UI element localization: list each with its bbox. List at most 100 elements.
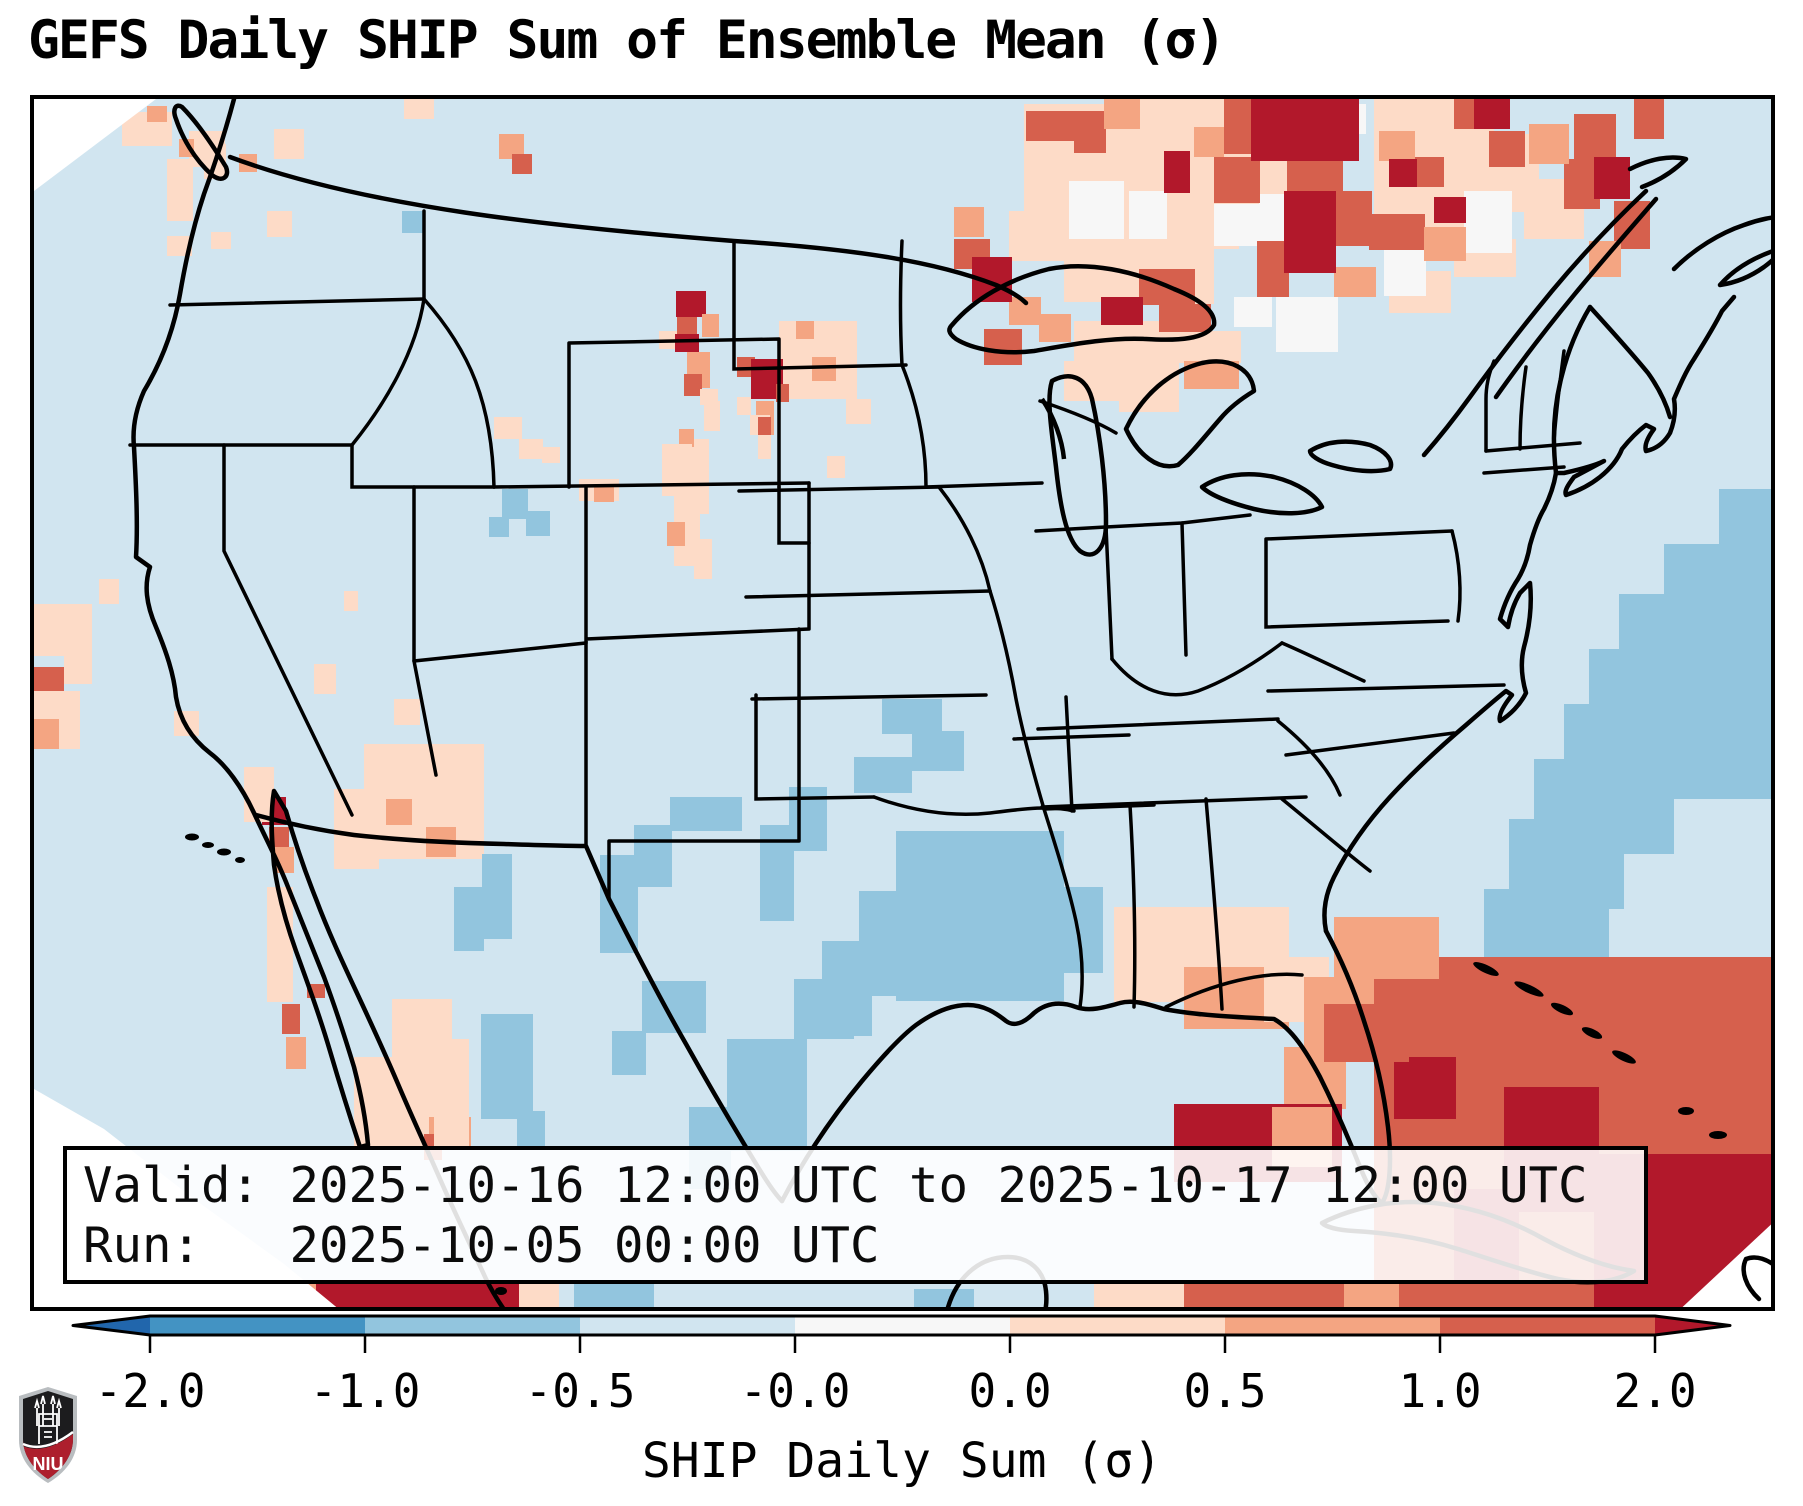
heatmap-cell xyxy=(1214,157,1260,203)
colorbar-under-arrow xyxy=(73,1316,150,1335)
heatmap-cell xyxy=(1194,127,1224,157)
heatmap-cell xyxy=(519,1280,559,1307)
heatmap-cell xyxy=(679,429,694,447)
heatmap-cell xyxy=(1159,304,1211,332)
heatmap-cell xyxy=(64,644,92,684)
heatmap-cell xyxy=(482,854,512,939)
heatmap-cell xyxy=(542,447,560,463)
tick-label: 0.0 xyxy=(968,1364,1051,1418)
heatmap-cell xyxy=(1276,297,1338,352)
heatmap-cell xyxy=(519,439,543,459)
heatmap-cell xyxy=(675,334,699,352)
heatmap-cell xyxy=(489,517,509,537)
valid-time-text: Valid: 2025-10-16 12:00 UTC to 2025-10-1… xyxy=(83,1157,1588,1214)
heatmap-cell xyxy=(286,1037,306,1069)
heatmap-cell xyxy=(1064,244,1126,302)
heatmap-cell xyxy=(99,579,119,604)
heatmap-cell xyxy=(502,489,528,519)
heatmap-cell xyxy=(1424,227,1466,261)
heatmap-cell xyxy=(1257,241,1289,297)
heatmap-cell xyxy=(1464,191,1512,253)
heatmap-cell xyxy=(812,357,836,381)
heatmap-cell xyxy=(854,757,912,793)
heatmap-cell xyxy=(1489,131,1525,167)
heatmap-cell xyxy=(404,99,434,119)
heatmap-cell xyxy=(1069,181,1124,239)
heatmap-cell xyxy=(526,511,550,536)
heatmap-cell xyxy=(1574,114,1616,160)
heatmap-cell xyxy=(702,314,719,337)
heatmap-cell xyxy=(1434,197,1466,223)
plot-title: GEFS Daily SHIP Sum of Ensemble Mean (σ) xyxy=(28,10,1226,71)
heatmap-cell xyxy=(1214,204,1262,246)
heatmap-cell xyxy=(1394,1057,1456,1119)
heatmap-cell xyxy=(454,887,484,951)
great-lakes xyxy=(947,263,1394,557)
info-box: Valid: 2025-10-16 12:00 UTC to 2025-10-1… xyxy=(63,1146,1648,1284)
heatmap-cell xyxy=(394,699,420,725)
tick-label: -0.0 xyxy=(740,1364,851,1418)
logo-text: NIU xyxy=(33,1454,64,1474)
heatmap-cell xyxy=(282,1004,300,1034)
heatmap-cell xyxy=(1344,1280,1399,1307)
tick-label: -0.5 xyxy=(525,1364,636,1418)
colorbar-segments xyxy=(73,1316,1730,1335)
heatmap-cell xyxy=(594,484,614,502)
heatmap-cell xyxy=(954,207,984,237)
heatmap-cell xyxy=(1414,157,1444,187)
heatmap-cell xyxy=(211,232,231,249)
projection-wedges xyxy=(34,99,1771,1307)
heatmap-cell xyxy=(1529,124,1569,164)
tick-label: 1.0 xyxy=(1398,1364,1481,1418)
heatmap-cell xyxy=(1184,1280,1344,1307)
heatmap-cell xyxy=(334,789,379,869)
heatmap-cell xyxy=(1119,367,1179,412)
heatmap-cell xyxy=(1336,191,1372,246)
heatmap-cell xyxy=(612,1031,646,1075)
run-time-text: Run: 2025-10-05 00:00 UTC xyxy=(83,1217,880,1274)
heatmap-cell xyxy=(1104,99,1140,129)
tick-label: 2.0 xyxy=(1613,1364,1696,1418)
heatmap-cell xyxy=(386,799,412,825)
heatmap-cell xyxy=(344,591,358,611)
heatmap-cell xyxy=(481,1014,533,1119)
heatmap-cell xyxy=(796,321,814,339)
heatmap-cell xyxy=(694,539,712,579)
coastlines xyxy=(131,99,1771,1307)
logo-shield-red xyxy=(23,1434,73,1479)
heatmap-cell xyxy=(512,154,532,174)
geography-overlay xyxy=(34,99,1771,1307)
colorbar-ticks xyxy=(148,1335,1657,1353)
heatmap-cell xyxy=(827,456,845,478)
heatmap-cell xyxy=(670,797,742,831)
state-borders xyxy=(128,209,1582,1011)
heatmap-cell xyxy=(758,435,771,459)
heatmap-cell xyxy=(704,401,720,431)
heatmap-cell xyxy=(1334,267,1376,297)
heatmap-cell xyxy=(1384,241,1426,296)
heatmap-cell xyxy=(1284,191,1336,273)
heatmap-cell xyxy=(684,374,702,396)
islands xyxy=(185,833,1727,1295)
heatmap-cell xyxy=(147,106,167,122)
heatmap-cell xyxy=(896,831,1064,1001)
heatmap-cell xyxy=(1334,917,1439,979)
heatmap-cell xyxy=(1379,131,1415,161)
heatmap-cell xyxy=(1039,314,1071,342)
colorbar-over-arrow xyxy=(1655,1316,1730,1335)
map: Valid: 2025-10-16 12:00 UTC to 2025-10-1… xyxy=(30,95,1775,1311)
logo-swoosh xyxy=(22,1430,74,1449)
heatmap-cell xyxy=(574,1284,654,1307)
heatmap-cell xyxy=(494,417,522,439)
heatmap-cell xyxy=(846,399,871,424)
heatmap-cell xyxy=(244,767,274,822)
heatmap-cell xyxy=(434,1039,469,1149)
heatmap-cell xyxy=(727,1039,807,1151)
heatmap-cell xyxy=(314,664,336,694)
heatmap-cell xyxy=(794,979,854,1039)
heatmap-cell xyxy=(737,397,751,415)
heatmap-cell xyxy=(1009,211,1074,261)
heatmap-cell xyxy=(1224,99,1254,154)
heatmap-cell xyxy=(1164,151,1190,193)
tick-label: 0.5 xyxy=(1183,1364,1266,1418)
